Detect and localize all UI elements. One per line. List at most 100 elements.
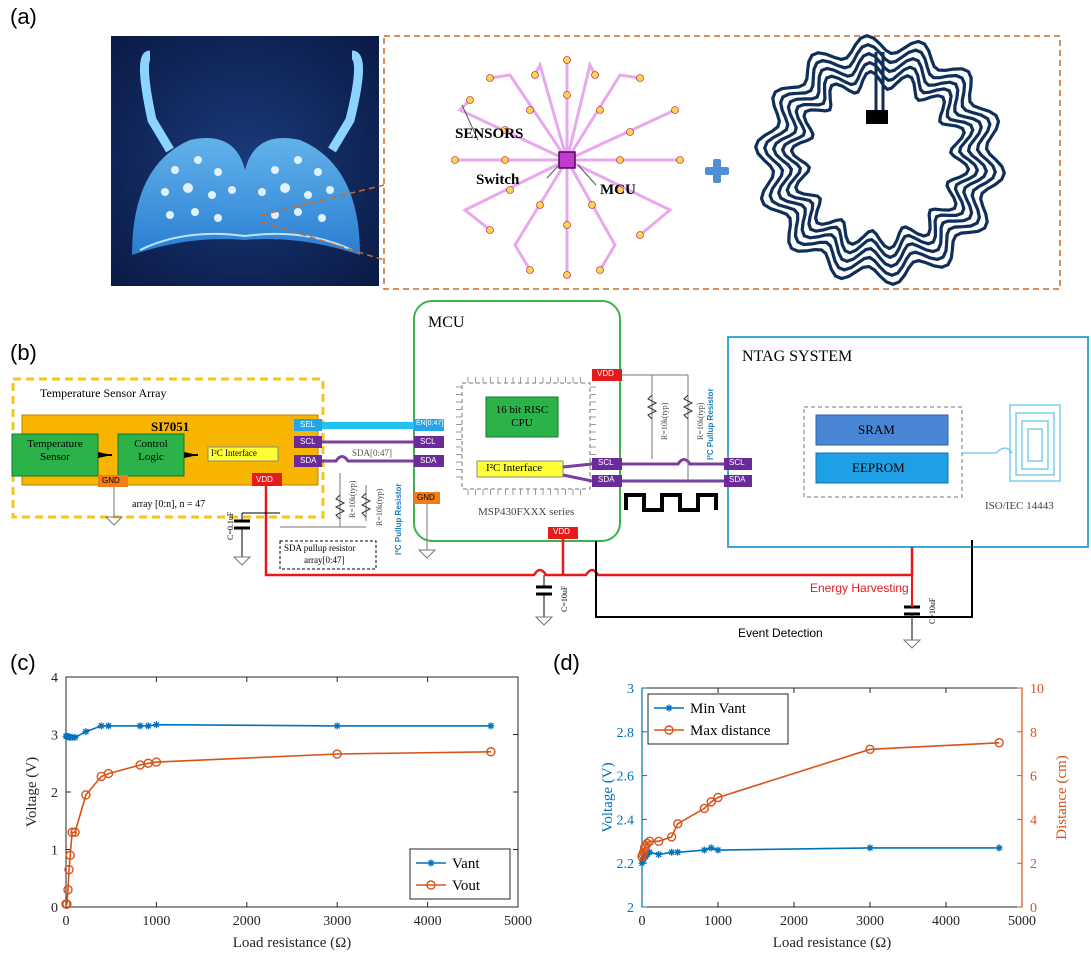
data-point-vant: [487, 722, 495, 730]
data-point-min-vant: [707, 844, 715, 852]
gnd-pin-label-mcu: GND: [417, 493, 435, 502]
sda-pullup-note-line1: SDA pullup resistor: [284, 543, 356, 553]
data-point-min-vant: [674, 848, 682, 856]
data-point-vout: [67, 827, 77, 837]
series-line-min-vant: [641, 847, 1000, 864]
eeprom-block: [815, 452, 949, 484]
y-right-tick-label: 8: [1030, 726, 1037, 741]
mcu-title: MCU: [428, 314, 465, 331]
sda-bus-label: SDA[0:47]: [352, 448, 392, 458]
x-tick-label: 3000: [856, 914, 884, 929]
y-tick-label: 2: [51, 786, 58, 801]
risc-cpu-label-line2: CPU: [511, 417, 533, 429]
data-point-min-vant: [700, 846, 708, 854]
x-axis-label: Load resistance (Ω): [233, 935, 352, 951]
i2c-interface-label: I²C Interface: [486, 462, 543, 474]
data-point-vant: [136, 722, 144, 730]
scl-pin-label-mcu-right: SCL: [598, 458, 614, 467]
y-right-tick-label: 0: [1030, 901, 1037, 916]
x-tick-label: 2000: [780, 914, 808, 929]
panel-label-b: (b): [10, 340, 37, 365]
nfc-coil-antenna: [753, 33, 1007, 287]
x-tick-label: 1000: [704, 914, 732, 929]
cap-label-ntag: C=10uF: [928, 597, 937, 624]
vdd-pin-sensor: [252, 473, 282, 486]
coil-turn: [771, 51, 989, 269]
array-note: array [0:n], n = 47: [132, 499, 206, 510]
x-tick-label: 4000: [414, 914, 442, 929]
y-right-tick-label: 4: [1030, 813, 1037, 828]
garment-render-image: [111, 36, 379, 286]
x-tick-label: 0: [639, 914, 646, 929]
legend-marker: [426, 880, 436, 890]
sda-pullup-note-box: [279, 540, 377, 570]
cap-label-mcu: C=10uF: [560, 585, 569, 612]
plus-icon: [705, 159, 729, 183]
data-point-vant: [71, 733, 79, 741]
sel-pin-label: SEL: [300, 420, 316, 429]
y-right-tick-label: 6: [1030, 770, 1037, 785]
legend-box: [647, 693, 789, 745]
legend-entry: Min Vant: [690, 701, 747, 717]
data-point-vout: [65, 850, 75, 860]
gnd-pin-label-sensor: GND: [102, 476, 120, 485]
vdd-pin-label-sensor: VDD: [256, 475, 273, 484]
coil-turn: [780, 60, 980, 260]
data-point-vout: [151, 757, 162, 767]
si7051-label: SI7051: [151, 419, 190, 434]
scl-pin-label-ntag: SCL: [729, 458, 745, 467]
legend: Min Vant Max distance: [647, 693, 789, 745]
data-point-vant: [152, 721, 160, 729]
data-point-vant: [144, 722, 152, 730]
temperature-sensor-label: Temperature Sensor: [27, 438, 83, 463]
data-point-vout: [63, 885, 73, 895]
y-tick-label: 2.2: [617, 857, 635, 872]
legend-marker: [665, 704, 673, 712]
y-axis-label: Voltage (V): [24, 757, 40, 827]
control-logic-block: [117, 433, 185, 477]
ntag-box: [727, 336, 1089, 548]
iso-label: ISO/IEC 14443: [985, 500, 1054, 512]
risc-cpu-block: [485, 396, 559, 438]
sda-pin-label-mcu-right: SDA: [598, 475, 615, 484]
series-line-vant: [66, 723, 491, 739]
risc-cpu-label-line1: 16 bit RISC: [495, 404, 549, 416]
y-axis-label: Voltage (V): [600, 762, 616, 832]
y-tick-label: 2: [627, 901, 634, 916]
legend-entry: Max distance: [690, 723, 771, 739]
y-right-tick-label: 2: [1030, 857, 1037, 872]
energy-harvesting-label: Energy Harvesting: [810, 581, 909, 595]
en-pin-label: EN[0:47]: [416, 420, 444, 427]
r-label-sensor-2: R=10k(typ): [375, 488, 384, 526]
data-point-vout: [62, 899, 72, 909]
msp-series-label: MSP430FXXX series: [478, 506, 575, 518]
mcu-label: MCU: [600, 182, 636, 198]
nfc-chip: [866, 110, 888, 124]
x-tick-label: 4000: [932, 914, 960, 929]
coil-turn: [753, 33, 1007, 287]
i2c-interface-small-label: I²C Interface: [211, 448, 257, 458]
event-detection-line: [595, 540, 973, 618]
r-label-sensor-1: R=10k(typ): [348, 480, 357, 518]
sda-pin-label-sensor: SDA: [300, 456, 317, 465]
gnd-pin-sensor: [98, 475, 128, 487]
panel-b-circuit-diagram: [11, 300, 1089, 649]
legend: Vant Vout: [409, 848, 511, 900]
coil-turn: [789, 69, 971, 251]
data-point-vout: [103, 768, 114, 779]
sensor-array-title: Temperature Sensor Array: [40, 386, 167, 400]
data-point-vant: [82, 728, 90, 736]
data-point-max-distance: [994, 738, 1004, 748]
legend-entry: Vout: [452, 878, 481, 894]
y-tick-label: 0: [51, 901, 58, 916]
vdd-pin-label-mcu-bottom: VDD: [553, 527, 570, 536]
data-point-min-vant: [668, 848, 676, 856]
data-point-min-vant: [714, 846, 722, 854]
vdd-pin-mcu-top: [592, 369, 622, 381]
legend-marker: [427, 859, 435, 867]
vdd-pin-mcu-bottom: [548, 527, 578, 539]
coil-turn: [762, 42, 998, 278]
data-point-max-distance: [654, 836, 664, 847]
data-point-max-distance: [713, 792, 723, 803]
r-label-mcu-2: R=10k(typ): [696, 402, 705, 440]
